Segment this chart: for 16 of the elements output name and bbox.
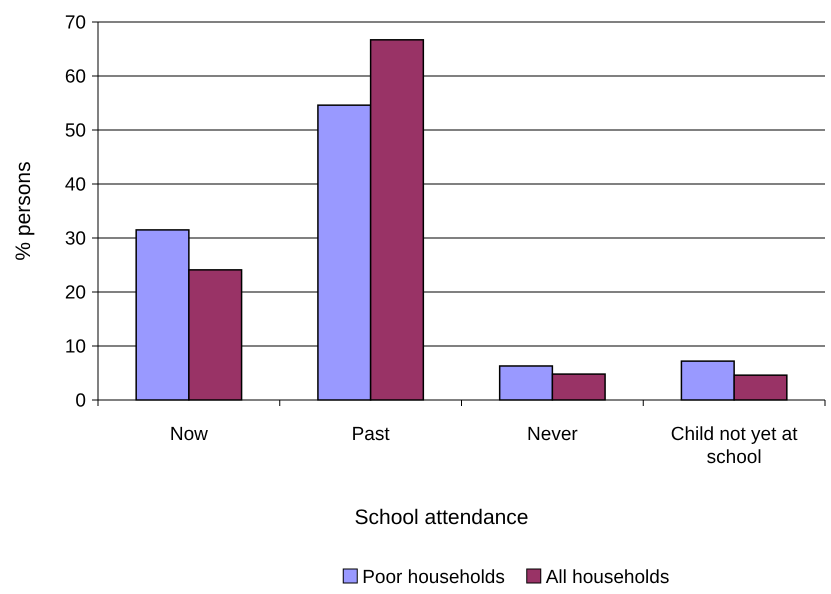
x-axis-title: School attendance [354, 506, 528, 529]
x-tick-label: Now [170, 424, 208, 445]
y-tick-label: 50 [64, 120, 86, 142]
y-tick-label: 70 [64, 12, 86, 34]
x-tick-label: Past [352, 424, 390, 445]
y-axis-title: % persons [12, 161, 35, 261]
y-tick-label: 10 [64, 336, 86, 358]
y-tick-label: 40 [64, 174, 86, 196]
legend-label: All households [546, 567, 670, 588]
x-tick-label: Child not yet at school [670, 424, 798, 468]
y-tick-label: 60 [64, 66, 86, 88]
x-tick-label: Never [527, 424, 578, 445]
y-tick-label: 20 [64, 282, 86, 304]
y-tick-label: 30 [64, 228, 86, 250]
y-tick-label: 0 [75, 390, 86, 412]
legend-label: Poor households [362, 567, 505, 588]
